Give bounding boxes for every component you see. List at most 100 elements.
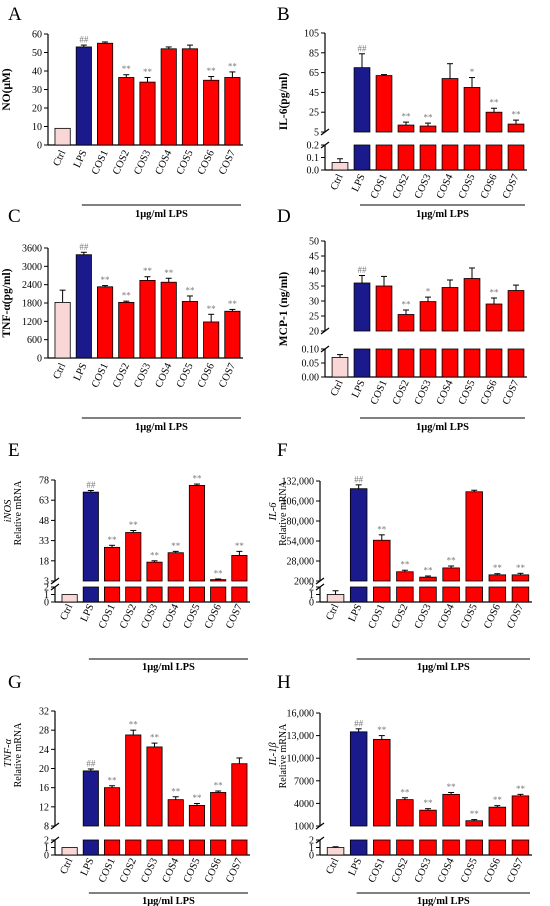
significance-mark: **: [207, 66, 217, 76]
category-label: Ctrl: [58, 857, 75, 877]
y-tick-label: 10,000: [287, 754, 315, 765]
bar-ctrl: [331, 356, 349, 378]
bar-cos1-lower: [373, 839, 391, 856]
bar-cos2-lower: [397, 348, 415, 378]
y-tick-label: 0: [37, 354, 42, 365]
bar-ctrl: [54, 127, 71, 146]
bar-ctrl: [54, 301, 71, 359]
bar-cos3: [139, 279, 156, 359]
y-tick-label: 13,000: [287, 731, 315, 742]
y-tick-label: 80,000: [287, 517, 315, 528]
bar-cos1-lower: [104, 839, 121, 856]
bar-cos7-upper: [231, 555, 248, 582]
bar-cos2: [118, 77, 135, 146]
y-tick-label: 5: [314, 128, 319, 139]
bar-cos6-lower: [485, 348, 503, 378]
category-label: COS6: [479, 173, 500, 201]
y-tick-label: 1000: [294, 822, 314, 833]
category-label: COS3: [139, 857, 160, 885]
category-label: COS4: [436, 856, 457, 885]
category-label: COS2: [111, 362, 132, 390]
bar-cos4-lower: [441, 348, 459, 378]
y-axis-label: TNF-α: [3, 738, 14, 767]
category-label: LPS: [347, 602, 365, 623]
category-label: Ctrl: [324, 857, 341, 877]
significance-mark: ##: [354, 718, 364, 728]
bar-cos6-upper: [485, 111, 503, 133]
category-label: COS3: [413, 173, 434, 201]
category-label: COS3: [132, 149, 153, 177]
bar-cos3-upper: [419, 809, 437, 827]
bar-cos3-upper: [419, 125, 437, 133]
bar-cos1-upper: [375, 285, 393, 332]
category-label: COS5: [457, 173, 478, 201]
y-tick-label: 1: [309, 843, 314, 854]
panel-a: A 0 10 20 30 40 50 60 NO(μM) Ctrl ## LPS COS1 ** COS2 *…: [1, 4, 243, 220]
bar-cos6-lower: [485, 144, 503, 171]
y-tick-label: 600: [27, 335, 42, 346]
bar-cos5-lower: [465, 839, 483, 856]
category-label: COS1: [97, 857, 118, 885]
bar-ctrl: [61, 594, 78, 603]
bar-cos2-lower: [397, 144, 415, 171]
bar-cos1: [97, 286, 114, 359]
y-tick-label: 0: [44, 851, 49, 862]
category-label: COS2: [118, 603, 139, 631]
bar-ctrl: [61, 847, 78, 856]
category-label: COS7: [505, 603, 526, 631]
significance-mark: ##: [86, 480, 96, 490]
bar-cos2-upper: [397, 314, 415, 332]
category-label: COS4: [161, 856, 182, 885]
bar-cos1-lower: [375, 348, 393, 378]
bar-cos4-lower: [167, 839, 184, 856]
bar-cos4-upper: [167, 799, 184, 827]
y-axis-sublabel: Relative mRNA: [278, 723, 289, 788]
y-tick-label: 40: [309, 267, 319, 278]
bar-lps-upper: [82, 491, 99, 582]
y-tick-label: 0.1: [307, 153, 320, 164]
treatment-label: 1μg/ml LPS: [417, 662, 470, 673]
significance-mark: **: [164, 268, 174, 278]
significance-mark: ##: [354, 474, 364, 484]
bar-cos3-upper: [146, 561, 163, 582]
significance-mark: **: [424, 113, 434, 123]
y-tick-label: 48: [39, 516, 49, 527]
y-tick-label: 50: [309, 237, 319, 248]
bar-cos2-upper: [125, 734, 142, 827]
significance-mark: **: [424, 798, 434, 808]
bar-cos4-lower: [442, 839, 460, 856]
significance-mark: **: [214, 568, 224, 578]
y-axis-label: IL-6: [268, 502, 279, 522]
y-axis-label: IL-6(pg/ml): [278, 73, 290, 131]
significance-mark: **: [108, 775, 118, 785]
y-tick-label: 50: [32, 48, 42, 59]
bar-cos2: [118, 301, 135, 359]
treatment-label: 1μg/ml LPS: [417, 896, 470, 906]
bar-cos2-upper: [397, 124, 415, 133]
significance-mark: **: [512, 110, 522, 120]
y-tick-label: 132,000: [282, 477, 315, 488]
y-tick-label: 32: [39, 707, 49, 718]
category-label: COS4: [161, 602, 182, 631]
y-tick-label: 106,000: [282, 497, 315, 508]
bar-cos2-lower: [125, 839, 142, 856]
bar-cos4-lower: [441, 144, 459, 171]
bar-cos1: [97, 42, 114, 146]
y-tick-label: 45: [309, 252, 319, 263]
category-label: COS6: [203, 603, 224, 631]
bar-cos3-lower: [419, 144, 437, 171]
category-label: COS1: [90, 149, 111, 177]
y-tick-label: 1800: [22, 299, 42, 310]
bar-lps-lower: [349, 586, 368, 603]
bar-cos4-upper: [167, 552, 184, 582]
significance-mark: **: [377, 725, 387, 735]
bar-cos5: [181, 48, 198, 146]
significance-mark: ##: [79, 242, 89, 252]
treatment-label: 1μg/ml LPS: [135, 209, 188, 220]
category-label: Ctrl: [58, 603, 75, 623]
category-label: COS4: [154, 361, 175, 390]
bar-cos4-lower: [167, 586, 184, 603]
significance-mark: **: [377, 524, 387, 534]
treatment-label: 1μg/ml LPS: [416, 209, 469, 220]
bar-cos3: [139, 81, 156, 146]
